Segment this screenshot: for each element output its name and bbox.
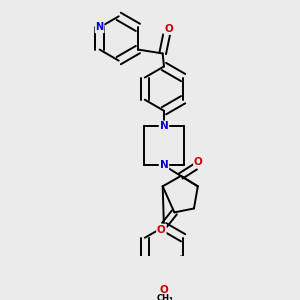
Text: O: O: [164, 24, 173, 34]
Text: O: O: [157, 225, 166, 235]
Text: N: N: [160, 122, 168, 131]
Text: O: O: [194, 157, 203, 167]
Text: O: O: [160, 285, 168, 295]
Text: N: N: [95, 22, 104, 32]
Text: N: N: [160, 160, 168, 170]
Text: CH₃: CH₃: [157, 294, 174, 300]
